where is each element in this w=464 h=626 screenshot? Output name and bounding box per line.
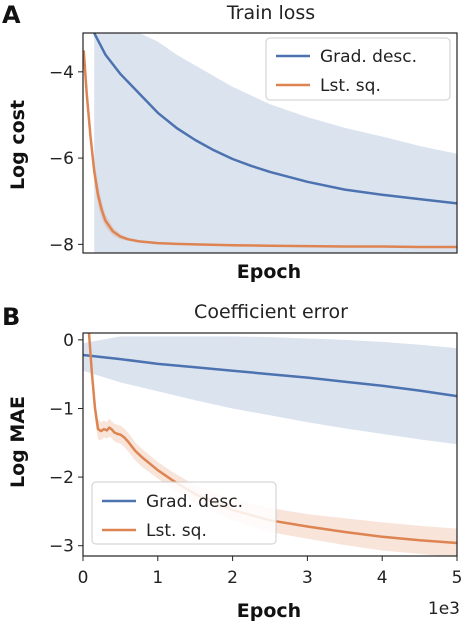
panel-a-plot-area: −4 −6 −8 <box>49 32 458 255</box>
panel-b-xtick-label: 5 <box>452 568 463 588</box>
panel-a-line-grad-desc <box>93 33 457 205</box>
panel-b-ylabel: Log MAE <box>7 396 29 488</box>
panel-a-legend-box <box>265 37 451 101</box>
panel-b-band-grad-desc <box>83 336 457 445</box>
panel-b-ytick-label: −3 <box>49 537 74 557</box>
panel-b-x-offset-label: 1e3 <box>428 599 460 619</box>
panel-b-line-lst-sq <box>87 333 457 545</box>
panel-b-xtick-label: 1 <box>152 568 163 588</box>
panel-b-letter: B <box>2 303 20 331</box>
panel-a-letter: A <box>2 1 21 29</box>
panel-a-title: Train loss <box>226 2 315 24</box>
panel-b-legend-label-grad: Grad. desc. <box>146 492 243 512</box>
panel-b-ytick-label: −2 <box>49 468 74 488</box>
panel-b-legend-box <box>91 481 277 545</box>
panel-a-band-grad-desc <box>94 33 457 253</box>
panel-b-ytick-label: −1 <box>49 399 74 419</box>
panel-b-ytick-label: 0 <box>63 331 74 351</box>
panel-b-legend-label-lsq: Lst. sq. <box>146 521 207 541</box>
panel-b-xtick-label: 4 <box>377 568 388 588</box>
panel-b-frame <box>82 332 458 557</box>
panel-b-title: Coefficient error <box>194 301 348 323</box>
panel-a-line-lst-sq <box>83 50 457 249</box>
panel-b-xlabel: Epoch <box>237 600 301 622</box>
panel-b-xtick-label: 3 <box>302 568 313 588</box>
panel-a-ytick-label: −8 <box>49 235 74 255</box>
panel-a-legend-label-lsq: Lst. sq. <box>320 76 381 96</box>
panel-a-legend: Grad. desc. Lst. sq. <box>265 37 451 101</box>
panel-a-series-layer <box>83 33 457 253</box>
panel-b-xtick-label: 0 <box>78 568 89 588</box>
panel-b-plot-area: 0−1−2−30 1 2 3 4 5 <box>49 331 462 588</box>
panel-b: B Coefficient error Epoch Log MAE 1e3 0−… <box>2 301 462 622</box>
panel-a-xlabel: Epoch <box>237 261 301 283</box>
panel-b-xtick-label: 2 <box>227 568 238 588</box>
panel-a-ytick-label: −6 <box>49 149 74 169</box>
panel-a-legend-label-grad: Grad. desc. <box>320 47 417 67</box>
panel-b-line-grad-desc <box>83 353 457 398</box>
panel-b-legend: Grad. desc. Lst. sq. <box>91 481 277 545</box>
panel-a-ylabel: Log cost <box>7 100 29 190</box>
panel-a: A Train loss Epoch Log cost −4 −6 −8 Grad.… <box>2 1 458 283</box>
panel-a-frame <box>82 32 458 254</box>
panel-a-ytick-label: −4 <box>49 63 74 83</box>
